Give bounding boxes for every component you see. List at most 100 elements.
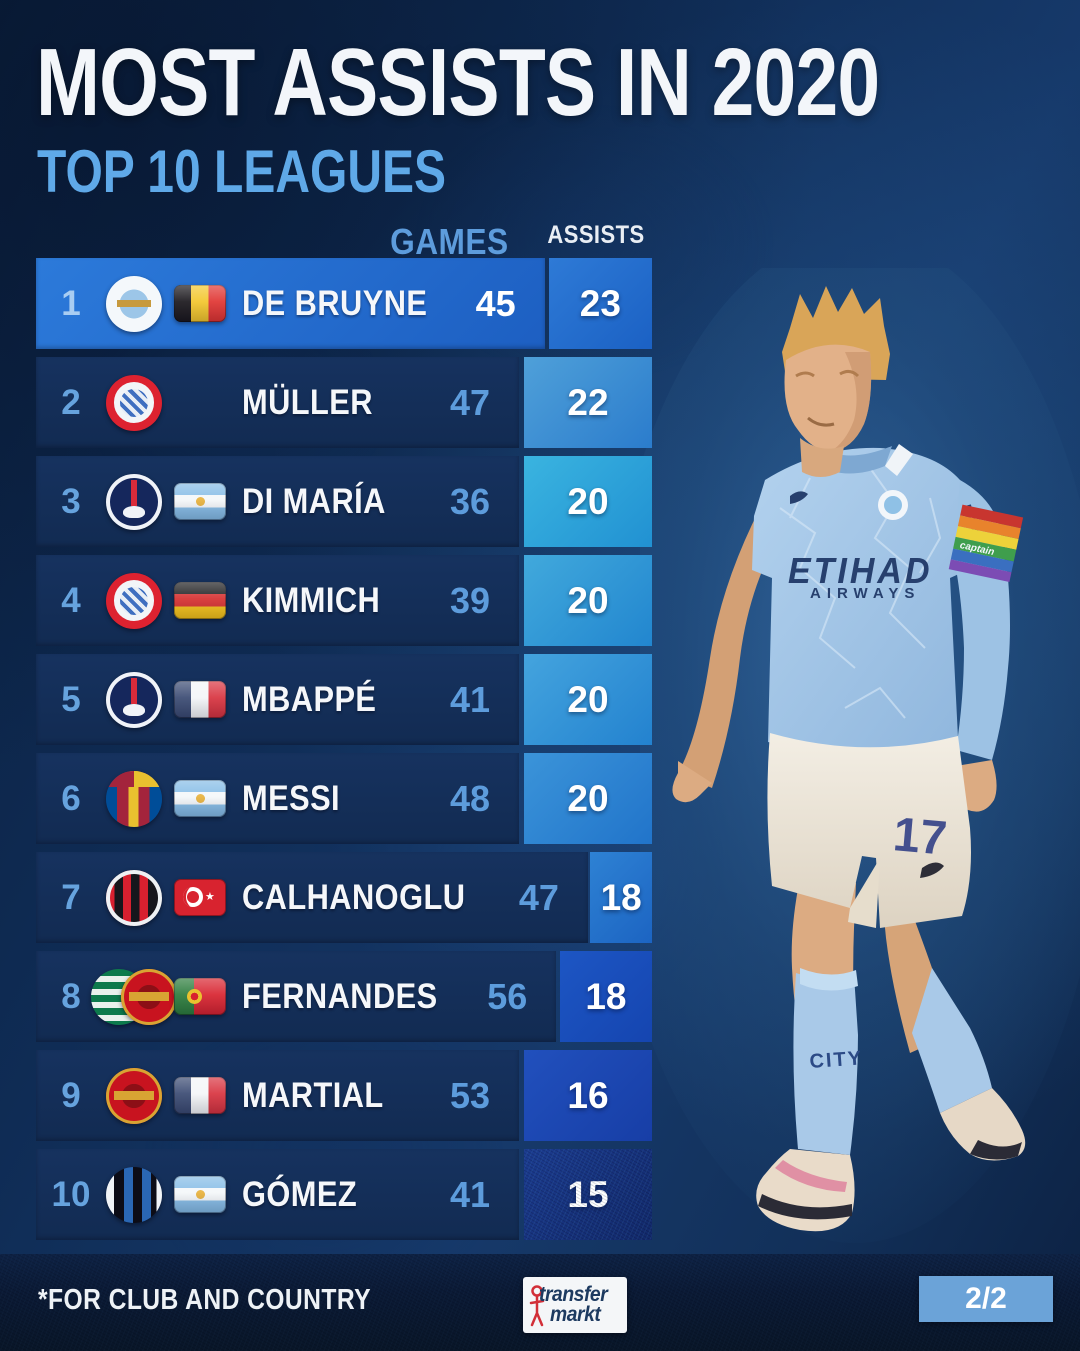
assists-value-box: 18 [590,852,652,943]
club-badges [94,671,174,728]
row-main: 9 MARTIAL 53 [36,1050,519,1141]
table-row: 1 DE BRUYNE 45 23 [36,258,652,349]
club-badges [94,770,174,827]
nation-flag-slot [174,978,242,1015]
star-icon: ★ [205,891,215,903]
assists-value-box: 22 [524,357,652,448]
table-row: 7 ★ CALHANOGLU 47 18 [36,852,652,943]
club-badge-psg [106,473,162,530]
table-row: 4 KIMMICH 39 20 [36,555,652,646]
table-row: 5 MBAPPÉ 41 20 [36,654,652,745]
flag-argentina [174,1176,226,1213]
games-value: 45 [475,282,516,324]
club-badges [94,572,174,629]
nation-flag-slot [174,285,242,322]
row-main: 3 DI MARÍA 36 [36,456,519,547]
table-row: 9 MARTIAL 53 16 [36,1050,652,1141]
table-row: 10 GÓMEZ 41 15 [36,1149,652,1240]
club-badge-bayern-munich [106,374,162,431]
logo-text-markt: markt [550,1303,601,1326]
rank-number: 7 [61,877,81,917]
rank-number: 5 [61,679,81,719]
player-name: GÓMEZ [242,1174,358,1214]
assists-value-box: 20 [524,654,652,745]
svg-text:ETIHAD: ETIHAD [788,551,933,591]
red-figure-icon [529,1285,545,1327]
player-name: MBAPPÉ [242,679,377,719]
logo-text-transfer: transfer [539,1283,608,1306]
club-badge-manchester-united [121,968,177,1025]
club-badges [91,968,177,1025]
player-name: CALHANOGLU [242,877,466,917]
rank-number: 4 [61,580,81,620]
row-main: 4 KIMMICH 39 [36,555,519,646]
player-name: MESSI [242,778,341,818]
nation-flag-slot [174,1176,242,1213]
rank-number: 10 [51,1174,91,1214]
club-badge-manchester-united [106,1067,162,1124]
nation-flag-slot [174,582,242,619]
club-badge-manchester-city [106,275,162,332]
table-row: 8 FERNANDES 56 18 [36,951,652,1042]
games-value: 53 [449,1074,491,1116]
page-subtitle: TOP 10 LEAGUES [37,138,447,205]
player-name: FERNANDES [242,976,438,1016]
rank-number: 6 [61,778,81,818]
flag-france [174,681,226,718]
nation-flag-slot [174,1077,242,1114]
row-main: 7 ★ CALHANOGLU 47 [36,852,588,943]
transfermarkt-logo: transfer markt [523,1277,627,1333]
footnote: *FOR CLUB AND COUNTRY [38,1284,372,1316]
rank-number: 2 [61,382,81,422]
assists-value-box: 20 [524,753,652,844]
games-value: 41 [449,1173,491,1215]
club-badges [94,869,174,926]
table-row: 6 MESSI 48 20 [36,753,652,844]
flag-turkey: ★ [174,879,226,916]
flag-argentina [174,780,226,817]
player-illustration: CITY ETIHAD AIRWAYS NEXEN captain [640,268,1080,1243]
rank-number: 9 [61,1075,81,1115]
games-value: 39 [449,579,491,621]
player-name: MÜLLER [242,382,373,422]
assists-value-box: 16 [524,1050,652,1141]
page-indicator-badge: 2/2 [919,1276,1053,1322]
games-value: 56 [487,975,528,1017]
flag-argentina [174,483,226,520]
nation-flag-slot [174,780,242,817]
row-main: 2 MÜLLER 47 [36,357,519,448]
svg-text:CITY: CITY [809,1047,864,1073]
games-value: 36 [449,480,491,522]
row-main: 8 FERNANDES 56 [36,951,557,1042]
table-row: 3 DI MARÍA 36 20 [36,456,652,547]
flag-france [174,1077,226,1114]
player-name: DE BRUYNE [242,283,428,323]
assists-value-box: 20 [524,456,652,547]
svg-text:17: 17 [891,808,949,865]
row-main: 1 DE BRUYNE 45 [36,258,545,349]
club-badges [94,374,174,431]
games-value: 41 [449,678,491,720]
nation-flag-slot [174,681,242,718]
nation-flag-slot: ★ [174,879,242,916]
page-title: MOST ASSISTS IN 2020 [36,29,880,136]
club-badge-atalanta [106,1166,162,1223]
row-main: 5 MBAPPÉ 41 [36,654,519,745]
assists-value-box: 15 [524,1149,652,1240]
column-header-games: GAMES [390,221,509,262]
flag-portugal [174,978,226,1015]
table-row: 2 MÜLLER 47 22 [36,357,652,448]
assists-value-box: 18 [559,951,652,1042]
row-main: 6 MESSI 48 [36,753,519,844]
player-name: KIMMICH [242,580,381,620]
club-badge-psg [106,671,162,728]
player-name: MARTIAL [242,1075,384,1115]
club-badge-barcelona [106,770,162,827]
club-badges [94,473,174,530]
player-name: DI MARÍA [242,481,386,521]
rank-number: 8 [61,976,81,1016]
svg-text:AIRWAYS: AIRWAYS [810,585,920,602]
club-badge-ac-milan [106,869,162,926]
games-value: 47 [518,876,559,918]
